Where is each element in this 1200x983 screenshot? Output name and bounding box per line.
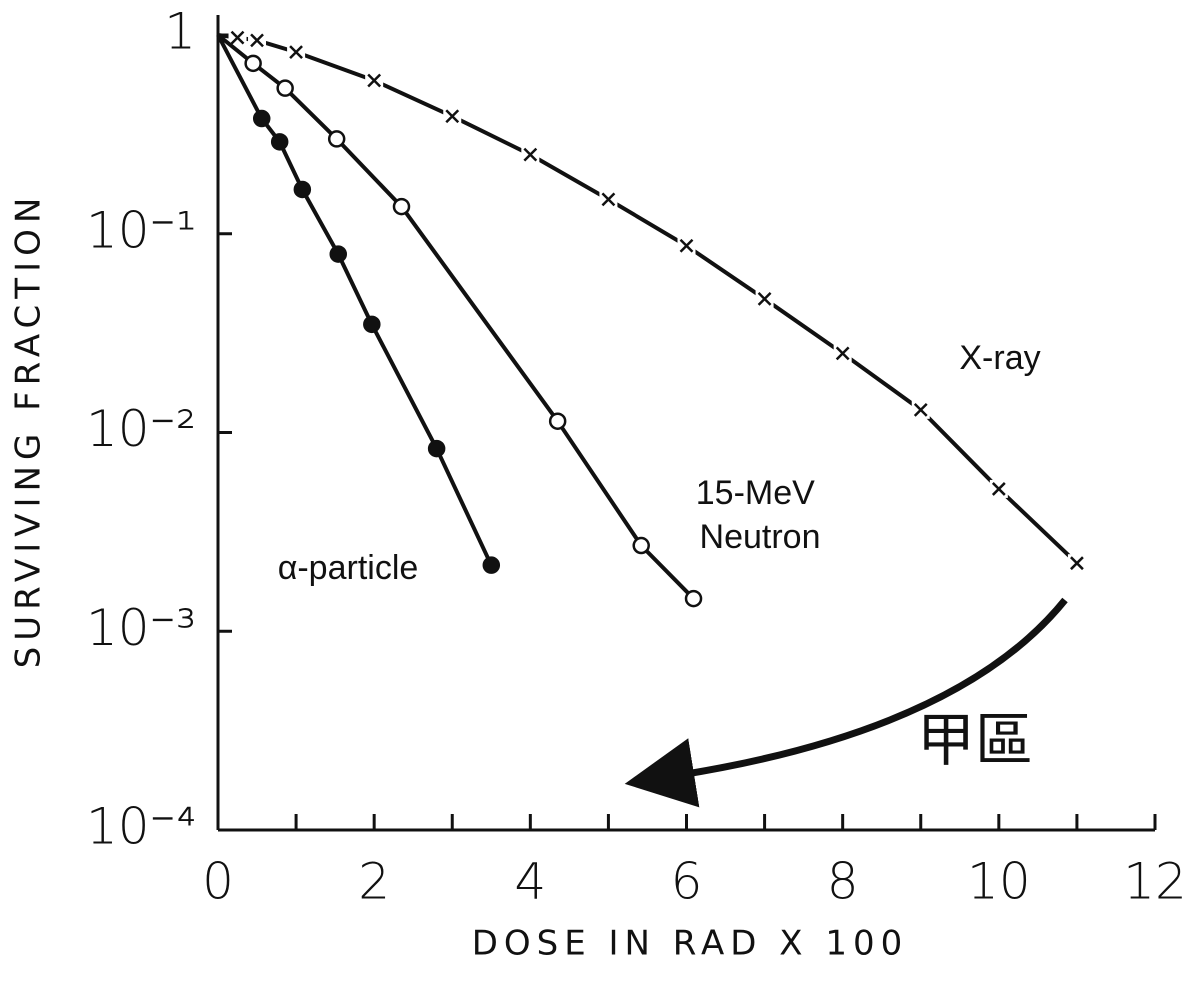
x-marker: [230, 30, 245, 45]
x-tick-label: 12: [1123, 853, 1187, 911]
x-marker: [835, 346, 850, 361]
circle-marker: [329, 245, 347, 263]
x-tick-label: 6: [671, 853, 703, 911]
y-tick-label: 1: [164, 3, 196, 61]
circle-marker: [427, 439, 446, 458]
x-marker: [757, 292, 772, 306]
circle-marker: [632, 536, 650, 555]
annotation: 甲區: [917, 706, 1033, 774]
circle-marker: [252, 109, 271, 128]
x-axis-title: DOSE IN RAD X 100: [472, 924, 909, 964]
x-tick-label: 0: [202, 853, 234, 911]
circle-marker: [244, 54, 262, 73]
circle-marker: [684, 589, 703, 608]
circle-marker: [482, 556, 501, 574]
circle-marker: [276, 79, 294, 97]
x-marker: [679, 238, 694, 253]
y-tick-label: 10⁻³: [86, 599, 196, 657]
x-marker: [523, 147, 538, 162]
x-marker: [250, 33, 264, 48]
circle-marker: [327, 130, 346, 148]
x-tick-label: 10: [967, 853, 1031, 911]
circle-marker: [392, 197, 411, 216]
annotation-arrow: [624, 597, 1068, 808]
series-label: α-particle: [278, 549, 419, 587]
circle-marker: [293, 180, 312, 199]
series-label: 15-MeV Neutron: [696, 474, 825, 556]
x-marker: [991, 482, 1006, 496]
series-label: X-ray: [959, 339, 1040, 377]
circle-marker: [363, 315, 381, 334]
x-tick-label: 8: [827, 853, 859, 911]
curve: [237, 35, 1079, 565]
x-marker: [289, 45, 303, 60]
x-marker: [445, 109, 460, 124]
y-tick-label: 10⁻⁴: [86, 798, 196, 856]
y-tick-label: 10⁻²: [86, 400, 196, 458]
x-marker: [1070, 556, 1084, 571]
y-axis-title: SURVIVING FRACTION: [9, 192, 49, 669]
x-tick-label: 4: [514, 853, 546, 911]
x-marker: [367, 73, 382, 88]
circle-marker: [270, 133, 289, 151]
curve-lead: [216, 34, 264, 120]
x-tick-label: 2: [358, 853, 390, 911]
y-tick-label: 10⁻¹: [86, 201, 196, 259]
circle-marker: [548, 412, 567, 430]
curve: [251, 61, 695, 600]
x-marker: [601, 192, 616, 207]
x-marker: [913, 402, 928, 417]
